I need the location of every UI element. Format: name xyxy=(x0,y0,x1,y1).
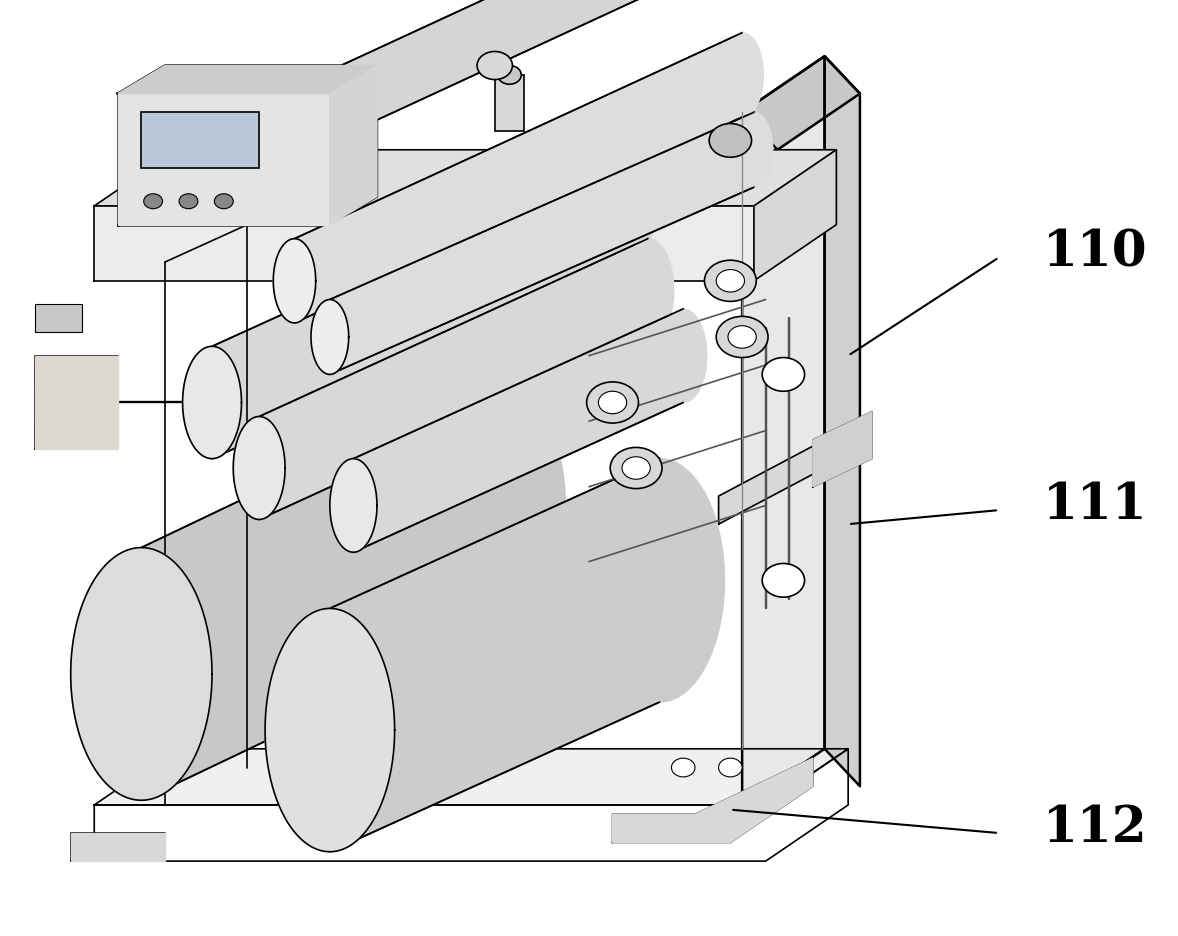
Polygon shape xyxy=(233,417,285,519)
Polygon shape xyxy=(273,239,316,323)
Circle shape xyxy=(214,194,233,209)
Polygon shape xyxy=(35,356,118,449)
Text: 111: 111 xyxy=(1043,481,1147,530)
Polygon shape xyxy=(94,150,836,206)
Polygon shape xyxy=(721,33,763,117)
Polygon shape xyxy=(294,33,742,323)
Polygon shape xyxy=(71,833,165,861)
Polygon shape xyxy=(265,608,395,852)
Circle shape xyxy=(716,316,768,358)
Polygon shape xyxy=(183,346,241,459)
Circle shape xyxy=(716,270,744,292)
Polygon shape xyxy=(259,239,648,519)
Polygon shape xyxy=(330,459,377,552)
Polygon shape xyxy=(236,0,742,185)
Polygon shape xyxy=(94,749,848,805)
Polygon shape xyxy=(212,159,624,459)
Polygon shape xyxy=(660,309,707,402)
Circle shape xyxy=(622,457,650,479)
Circle shape xyxy=(762,563,805,597)
Ellipse shape xyxy=(497,66,521,84)
Bar xyxy=(35,360,82,388)
Circle shape xyxy=(610,447,662,489)
Polygon shape xyxy=(311,300,349,374)
Bar xyxy=(35,304,82,332)
Polygon shape xyxy=(218,114,253,185)
Circle shape xyxy=(477,51,512,80)
Polygon shape xyxy=(622,239,674,342)
Polygon shape xyxy=(813,412,872,487)
Polygon shape xyxy=(330,459,660,852)
Polygon shape xyxy=(141,379,495,800)
Bar xyxy=(35,417,82,445)
Polygon shape xyxy=(353,309,683,552)
Circle shape xyxy=(709,124,752,157)
Polygon shape xyxy=(595,159,654,271)
Polygon shape xyxy=(595,459,724,702)
Circle shape xyxy=(179,194,198,209)
Polygon shape xyxy=(719,440,825,524)
Polygon shape xyxy=(330,112,754,374)
Polygon shape xyxy=(71,548,212,800)
Bar xyxy=(495,75,524,131)
Polygon shape xyxy=(735,112,773,187)
Polygon shape xyxy=(742,56,825,805)
Polygon shape xyxy=(424,379,565,632)
Circle shape xyxy=(719,758,742,777)
Bar xyxy=(141,112,259,168)
Circle shape xyxy=(762,358,805,391)
Polygon shape xyxy=(742,56,860,150)
Polygon shape xyxy=(94,206,754,281)
Polygon shape xyxy=(330,66,377,225)
Polygon shape xyxy=(118,94,330,225)
Polygon shape xyxy=(118,66,377,94)
Polygon shape xyxy=(754,150,836,281)
Circle shape xyxy=(704,260,756,301)
Circle shape xyxy=(144,194,163,209)
Circle shape xyxy=(598,391,627,414)
Polygon shape xyxy=(613,758,813,842)
Text: 110: 110 xyxy=(1043,228,1147,277)
Circle shape xyxy=(587,382,638,423)
Circle shape xyxy=(671,758,695,777)
Text: 112: 112 xyxy=(1043,804,1147,853)
Circle shape xyxy=(728,326,756,348)
Polygon shape xyxy=(825,56,860,786)
